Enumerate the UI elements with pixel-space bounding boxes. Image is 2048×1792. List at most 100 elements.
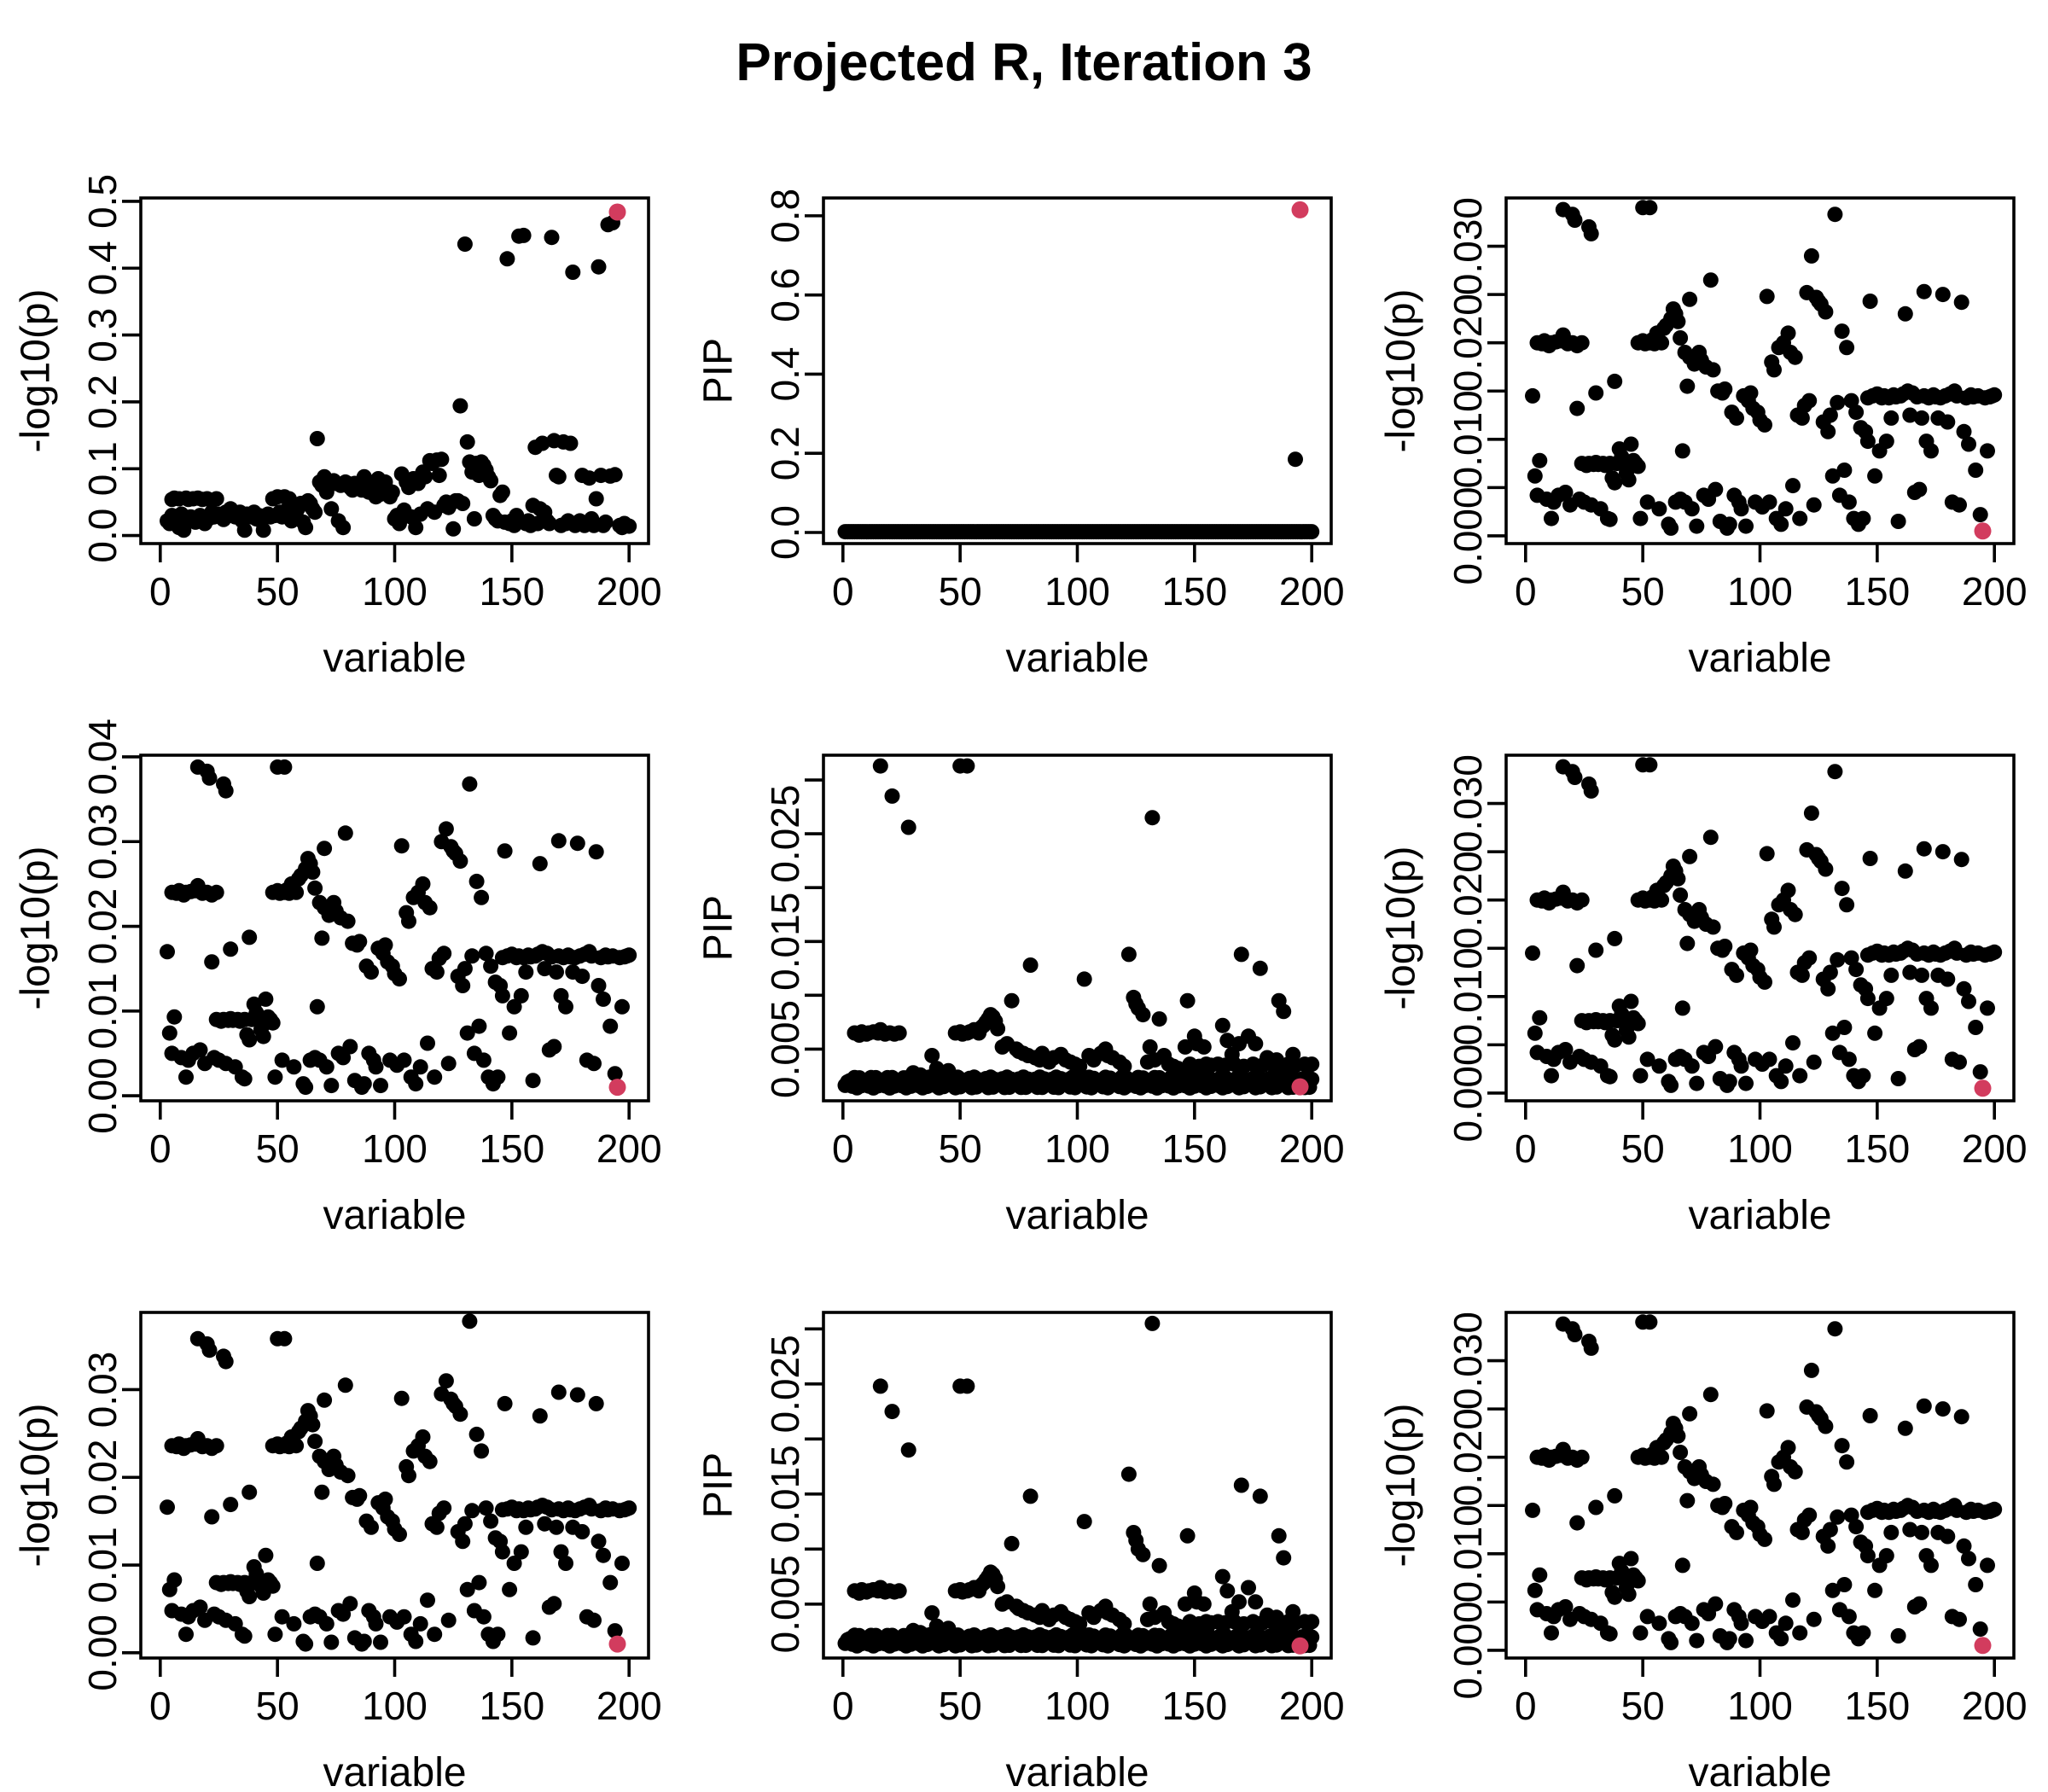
data-point <box>884 788 900 804</box>
data-point <box>408 1633 424 1649</box>
data-point <box>1684 1615 1700 1632</box>
data-point <box>1022 1488 1039 1504</box>
data-point <box>1620 1029 1637 1045</box>
data-point <box>1803 247 1819 264</box>
data-point <box>1583 783 1599 799</box>
data-point <box>1729 967 1744 983</box>
data-point <box>452 398 468 414</box>
data-point <box>1248 1036 1264 1052</box>
data-point <box>1878 1548 1894 1564</box>
data-point <box>1632 510 1649 527</box>
x-axis-label: variable <box>323 636 466 677</box>
data-point <box>1670 313 1686 329</box>
data-point <box>1956 423 1972 439</box>
data-point <box>1766 919 1782 935</box>
data-point <box>178 1626 194 1643</box>
y-tick-label: 0.01 <box>80 1527 125 1603</box>
x-tick-label: 150 <box>479 569 544 614</box>
data-point <box>204 954 220 970</box>
data-point <box>1897 305 1913 322</box>
x-tick-label: 150 <box>1161 1126 1227 1171</box>
data-point <box>1689 518 1705 534</box>
data-point <box>1911 1039 1928 1055</box>
data-point <box>309 1556 325 1571</box>
data-point <box>532 856 548 872</box>
data-point <box>1780 882 1796 899</box>
data-point <box>1276 1550 1292 1566</box>
data-point <box>900 819 916 835</box>
data-point <box>415 876 431 892</box>
data-point <box>1867 1582 1883 1598</box>
data-point <box>1787 349 1803 365</box>
data-point <box>377 1491 393 1507</box>
data-point <box>1883 410 1900 426</box>
x-tick-label: 0 <box>1515 1126 1537 1171</box>
data-point <box>900 1442 916 1458</box>
data-point <box>1733 501 1749 517</box>
x-tick-label: 0 <box>149 569 172 614</box>
highlight-point <box>1291 1078 1309 1096</box>
data-point <box>1777 1058 1794 1074</box>
data-point <box>161 1025 177 1041</box>
data-point <box>1897 1420 1913 1436</box>
data-point <box>323 1634 340 1650</box>
data-point <box>1980 1000 1995 1016</box>
data-point <box>428 1519 445 1535</box>
y-tick-label: 0.03 <box>80 803 125 880</box>
data-point <box>340 1468 356 1484</box>
data-point <box>1972 1064 1988 1080</box>
data-point <box>1177 1039 1193 1055</box>
x-axis-label: variable <box>1005 1193 1149 1234</box>
y-tick-label: 0.00 <box>80 1057 125 1134</box>
data-point <box>586 1612 602 1628</box>
data-point <box>1630 458 1646 474</box>
x-tick-label: 50 <box>1621 1126 1665 1171</box>
data-point <box>392 971 407 987</box>
data-point <box>1953 294 1969 311</box>
data-point <box>1785 1592 1801 1609</box>
data-point <box>241 929 258 945</box>
data-point <box>436 945 452 962</box>
x-tick-label: 0 <box>149 1684 172 1728</box>
data-point <box>1527 1582 1543 1598</box>
data-point <box>1721 516 1737 532</box>
data-point <box>602 1018 619 1034</box>
data-point <box>518 964 534 980</box>
data-point <box>1935 287 1951 303</box>
data-point <box>1806 1054 1822 1070</box>
data-point <box>420 1592 435 1609</box>
data-point <box>1787 906 1803 922</box>
data-point <box>223 1497 239 1513</box>
y-tick-label: 0.02 <box>80 888 125 965</box>
data-point <box>574 969 591 985</box>
data-point <box>1914 410 1929 426</box>
data-point <box>1794 1524 1810 1540</box>
x-tick-label: 200 <box>596 569 662 614</box>
data-point <box>502 1581 518 1597</box>
x-tick-label: 100 <box>362 1684 428 1728</box>
data-point <box>455 1533 471 1550</box>
data-point <box>218 783 234 799</box>
data-point <box>422 1453 438 1469</box>
x-tick-label: 100 <box>362 1126 428 1171</box>
data-point <box>621 1500 637 1516</box>
data-point <box>457 236 473 253</box>
data-point <box>1859 991 1876 1007</box>
data-point <box>1940 971 1956 987</box>
data-point <box>1834 881 1850 897</box>
data-point <box>1607 930 1623 946</box>
data-point <box>241 1589 258 1604</box>
x-tick-label: 50 <box>1621 569 1665 614</box>
y-tick-label: 0.2 <box>80 375 125 429</box>
data-point <box>574 1524 591 1539</box>
data-point <box>1839 340 1855 356</box>
y-tick-label: 0.0 <box>80 509 125 563</box>
data-point <box>1567 770 1583 785</box>
data-point <box>1252 960 1268 976</box>
data-point <box>1923 443 1939 459</box>
data-point <box>462 1313 478 1329</box>
data-point <box>236 1628 253 1644</box>
data-point <box>1630 1573 1646 1589</box>
data-point <box>513 987 529 1004</box>
data-point <box>286 1059 302 1075</box>
